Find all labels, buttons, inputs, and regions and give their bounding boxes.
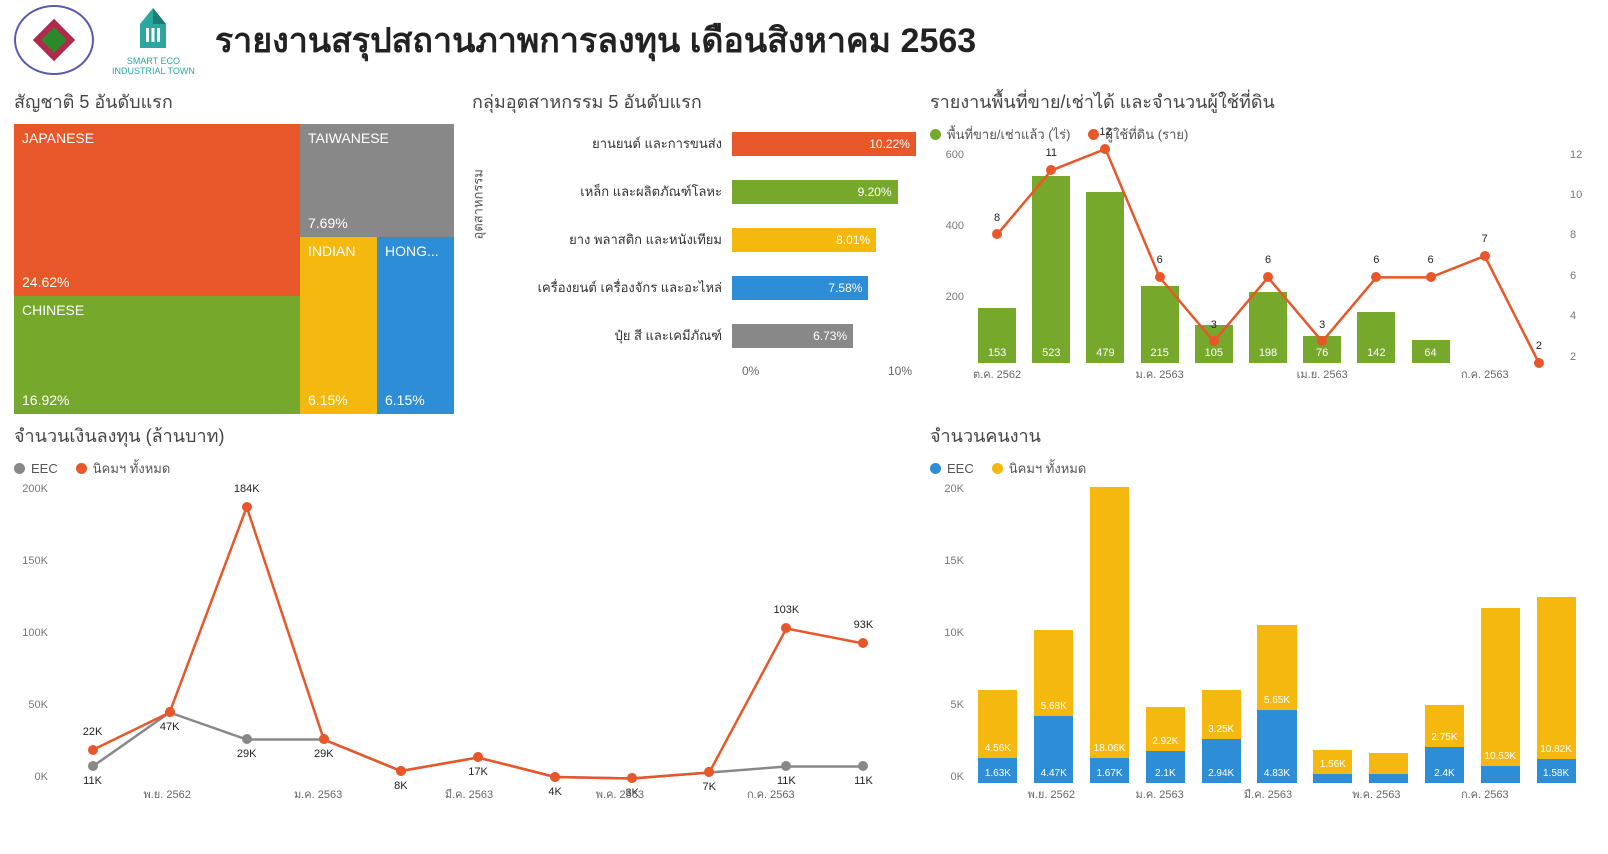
- investment-marker[interactable]: [627, 773, 637, 783]
- investment-marker[interactable]: [781, 761, 791, 771]
- hbar-row: ปุ๋ย สี และเคมีภัณฑ์6.73%: [532, 316, 912, 356]
- hbar-chart: อุตสาหกรรม ยานยนต์ และการขนส่ง10.22%เหล็…: [472, 124, 912, 414]
- hbar-panel: กลุ่มอุตสาหกรรม 5 อันดับแรก อุตสาหกรรม ย…: [472, 87, 912, 407]
- investment-marker[interactable]: [550, 772, 560, 782]
- smart-eco-label2: INDUSTRIAL TOWN: [112, 67, 195, 77]
- workforce-bar-nikhom[interactable]: 10.53K: [1481, 608, 1520, 766]
- workforce-bar-nikhom[interactable]: 1.56K: [1313, 750, 1352, 773]
- combo-bar[interactable]: 479: [1086, 192, 1124, 363]
- investment-marker[interactable]: [781, 623, 791, 633]
- combo-legend: พื้นที่ขาย/เช่าแล้ว (ไร่)ผู้ใช้ที่ดิน (ร…: [930, 124, 1594, 145]
- investment-marker[interactable]: [396, 766, 406, 776]
- workforce-bar-nikhom[interactable]: 2.92K: [1146, 707, 1185, 751]
- hbar-row: ยานยนต์ และการขนส่ง10.22%: [532, 124, 912, 164]
- investment-marker[interactable]: [319, 734, 329, 744]
- workforce-bar-nikhom[interactable]: 2.75K: [1425, 705, 1464, 746]
- workforce-bar-nikhom[interactable]: 5.68K: [1034, 630, 1073, 715]
- legend-item: EEC: [930, 458, 974, 479]
- combo-title: รายงานพื้นที่ขาย/เช่าได้ และจำนวนผู้ใช้ท…: [930, 87, 1594, 116]
- workforce-title: จำนวนคนงาน: [930, 421, 1594, 450]
- treemap-cell[interactable]: INDIAN6.15%: [300, 237, 377, 413]
- workforce-bar-eec[interactable]: 2.94K: [1202, 739, 1241, 783]
- treemap-panel: สัญชาติ 5 อันดับแรก JAPANESE24.62%CHINES…: [14, 87, 454, 407]
- workforce-bar-nikhom[interactable]: 5.65K: [1257, 625, 1296, 710]
- workforce-chart: 20K15K10K5K0K1.63K4.56K4.47K5.68K1.67K18…: [930, 483, 1594, 803]
- workforce-bar-eec[interactable]: 2.4K: [1425, 747, 1464, 783]
- investment-chart: 200K150K100K50K0K11K47K29K29K8K17K4K3K7K…: [14, 483, 912, 803]
- legend-item: EEC: [14, 458, 58, 479]
- combo-bar[interactable]: 215: [1141, 286, 1179, 363]
- workforce-bar-eec[interactable]: [1313, 774, 1352, 783]
- combo-bar[interactable]: 64: [1412, 340, 1450, 363]
- combo-bar[interactable]: 153: [978, 308, 1016, 363]
- treemap-cell[interactable]: HONG...6.15%: [377, 237, 454, 413]
- investment-marker[interactable]: [858, 761, 868, 771]
- hbar-label: ยาง พลาสติก และหนังเทียม: [532, 229, 732, 250]
- investment-marker[interactable]: [88, 761, 98, 771]
- legend-item: นิคมฯ ทั้งหมด: [76, 458, 171, 479]
- workforce-bar-eec[interactable]: 1.63K: [978, 758, 1017, 782]
- hbar-label: ปุ๋ย สี และเคมีภัณฑ์: [532, 325, 732, 346]
- hbar-label: เหล็ก และผลิตภัณฑ์โลหะ: [532, 181, 732, 202]
- investment-panel: จำนวนเงินลงทุน (ล้านบาท) EEC นิคมฯ ทั้งหม…: [14, 421, 912, 803]
- treemap-title: สัญชาติ 5 อันดับแรก: [14, 87, 454, 116]
- legend-item: พื้นที่ขาย/เช่าแล้ว (ไร่): [930, 124, 1070, 145]
- investment-marker[interactable]: [858, 638, 868, 648]
- hbar-row: เครื่องยนต์ เครื่องจักร และอะไหล่7.58%: [532, 268, 912, 308]
- ieat-logo-icon: [14, 5, 94, 75]
- workforce-bar-nikhom[interactable]: 3.25K: [1202, 690, 1241, 739]
- investment-marker[interactable]: [704, 767, 714, 777]
- workforce-bar-eec[interactable]: 4.83K: [1257, 710, 1296, 782]
- treemap-cell[interactable]: CHINESE16.92%: [14, 296, 300, 413]
- workforce-bar-eec[interactable]: 1.58K: [1537, 759, 1576, 783]
- workforce-bar-nikhom[interactable]: 18.06K: [1090, 487, 1129, 758]
- report-title: รายงานสรุปสถานภาพการลงทุน เดือนสิงหาคม 2…: [215, 13, 1594, 67]
- hbar-label: ยานยนต์ และการขนส่ง: [532, 133, 732, 154]
- investment-marker[interactable]: [473, 752, 483, 762]
- treemap-cell[interactable]: JAPANESE24.62%: [14, 124, 300, 297]
- hbar-row: เหล็ก และผลิตภัณฑ์โลหะ9.20%: [532, 172, 912, 212]
- investment-marker[interactable]: [242, 502, 252, 512]
- investment-marker[interactable]: [88, 745, 98, 755]
- combo-bar[interactable]: 142: [1357, 312, 1395, 363]
- workforce-bar-eec[interactable]: 1.67K: [1090, 758, 1129, 783]
- combo-bar[interactable]: 523: [1032, 176, 1070, 363]
- workforce-panel: จำนวนคนงาน EECนิคมฯ ทั้งหมด 20K15K10K5K0…: [930, 421, 1594, 803]
- smart-eco-logo-icon: SMART ECO INDUSTRIAL TOWN: [112, 4, 195, 77]
- workforce-bar-nikhom[interactable]: 10.82K: [1537, 597, 1576, 759]
- combo-chart: 6004002001210864215352347921510519876142…: [930, 149, 1594, 383]
- hbar-ylabel: อุตสาหกรรม: [468, 169, 489, 239]
- workforce-bar-eec[interactable]: 2.1K: [1146, 751, 1185, 783]
- hbar-label: เครื่องยนต์ เครื่องจักร และอะไหล่: [532, 277, 732, 298]
- hbar-row: ยาง พลาสติก และหนังเทียม8.01%: [532, 220, 912, 260]
- investment-legend: EEC นิคมฯ ทั้งหมด: [14, 458, 912, 479]
- workforce-bar-nikhom[interactable]: [1369, 753, 1408, 774]
- investment-marker[interactable]: [165, 707, 175, 717]
- investment-marker[interactable]: [242, 734, 252, 744]
- investment-title: จำนวนเงินลงทุน (ล้านบาท): [14, 421, 912, 450]
- legend-item: นิคมฯ ทั้งหมด: [992, 458, 1087, 479]
- workforce-bar-eec[interactable]: [1369, 774, 1408, 783]
- workforce-bar-nikhom[interactable]: 4.56K: [978, 690, 1017, 758]
- hbar-title: กลุ่มอุตสาหกรรม 5 อันดับแรก: [472, 87, 912, 116]
- treemap-chart: JAPANESE24.62%CHINESE16.92%TAIWANESE7.69…: [14, 124, 454, 414]
- workforce-bar-eec[interactable]: [1481, 766, 1520, 783]
- workforce-bar-eec[interactable]: 4.47K: [1034, 716, 1073, 783]
- combo-bar[interactable]: 198: [1249, 292, 1287, 363]
- combo-panel: รายงานพื้นที่ขาย/เช่าได้ และจำนวนผู้ใช้ท…: [930, 87, 1594, 407]
- treemap-cell[interactable]: TAIWANESE7.69%: [300, 124, 454, 238]
- workforce-legend: EEC นิคมฯ ทั้งหมด: [930, 458, 1594, 479]
- header: SMART ECO INDUSTRIAL TOWN รายงานสรุปสถาน…: [14, 0, 1594, 87]
